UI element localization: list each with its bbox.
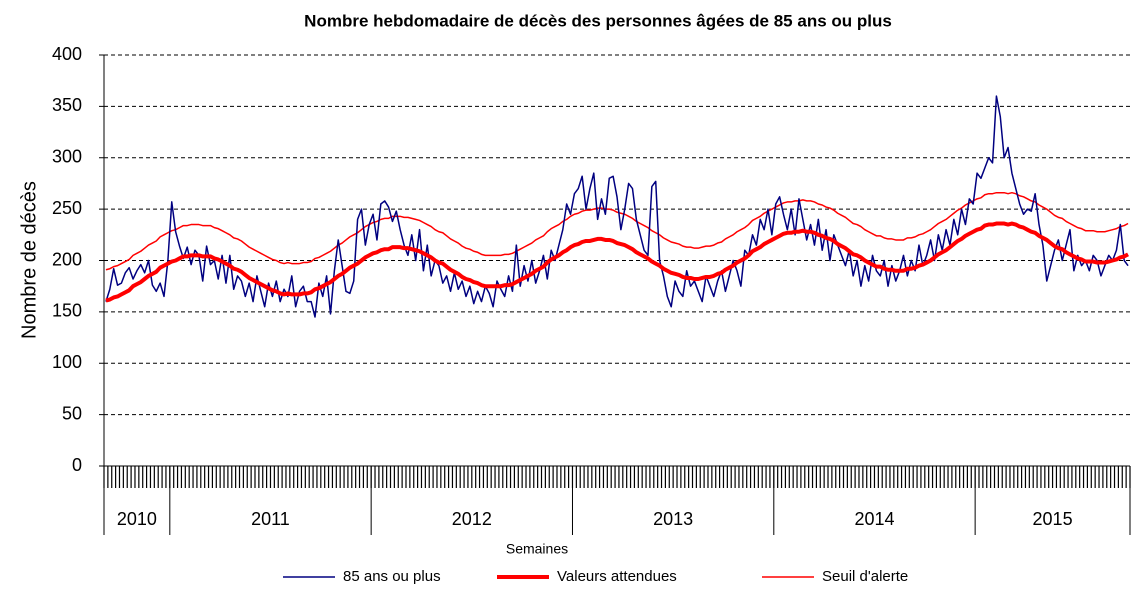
y-tick-label: 50: [62, 403, 82, 423]
y-tick-label: 350: [52, 95, 82, 115]
year-label: 2011: [251, 509, 290, 529]
year-label: 2010: [117, 509, 157, 529]
y-tick-label: 100: [52, 352, 82, 372]
y-tick-label: 150: [52, 301, 82, 321]
legend-label: Seuil d'alerte: [822, 568, 908, 585]
year-label: 2014: [854, 509, 894, 529]
year-label: 2015: [1033, 509, 1073, 529]
legend-label: Valeurs attendues: [557, 568, 677, 585]
y-tick-label: 250: [52, 198, 82, 218]
series-line: [105, 191, 1129, 271]
y-tick-label: 400: [52, 44, 82, 64]
y-tick-label: 0: [72, 455, 82, 475]
series-line: [105, 95, 1129, 318]
year-label: 2013: [653, 509, 693, 529]
chart-title: Nombre hebdomadaire de décès des personn…: [304, 11, 892, 30]
series-line: [105, 221, 1129, 303]
legend-label: 85 ans ou plus: [343, 568, 441, 585]
y-tick-label: 300: [52, 147, 82, 167]
y-axis-label: Nombre de décès: [18, 181, 40, 339]
x-axis-label: Semaines: [506, 541, 568, 557]
y-tick-label: 200: [52, 249, 82, 269]
year-label: 2012: [452, 509, 492, 529]
